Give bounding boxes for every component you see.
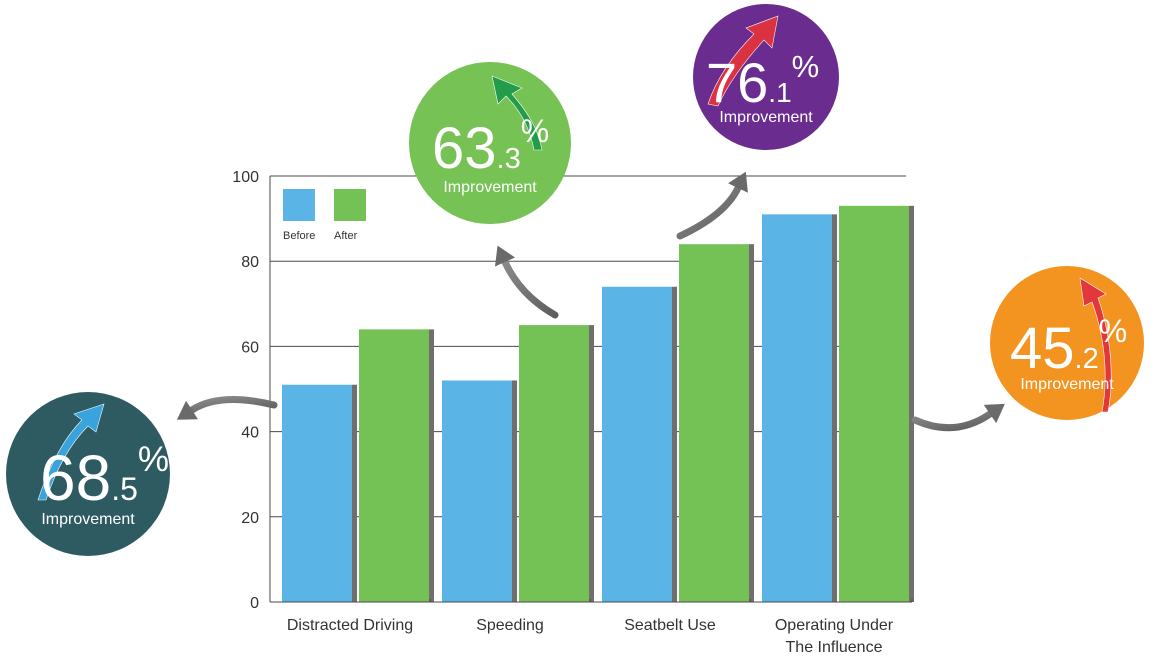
x-category-label: Seatbelt Use <box>624 617 716 634</box>
bar-before <box>282 384 352 602</box>
arrow-to-seatbelt-badge <box>676 171 748 240</box>
badge-number-main: 45 <box>1010 316 1075 381</box>
bar-shadow <box>589 325 594 602</box>
bar-shadow <box>512 380 517 602</box>
badge-percent-sign: % <box>521 113 549 149</box>
legend-swatch-before <box>283 189 315 221</box>
badge-circle <box>693 4 839 150</box>
improvement-badge: 76.1%Improvement <box>693 4 839 150</box>
connector-arrowhead <box>983 403 1005 424</box>
bar-after <box>359 329 429 602</box>
bar-before <box>762 214 832 602</box>
connector-arrowhead <box>494 245 516 267</box>
x-category-label: Operating Under <box>775 617 894 634</box>
bar-before <box>602 286 672 602</box>
badge-percent-sign: % <box>1099 313 1127 349</box>
badge-percent-sign: % <box>792 49 820 84</box>
trend-up-arrow-icon <box>707 15 779 107</box>
badge-percentage: 63.3% <box>432 113 549 181</box>
y-tick-label: 40 <box>241 425 259 442</box>
bar-after <box>839 205 909 602</box>
trend-up-arrow-icon <box>37 403 105 501</box>
trend-up-arrow-icon <box>491 75 543 151</box>
bar-shadow <box>672 286 677 602</box>
bar-after <box>519 325 589 602</box>
bar-shadow <box>909 205 914 602</box>
badge-percentage: 45.2% <box>1010 313 1127 381</box>
legend: Before After <box>283 189 366 242</box>
arrow-to-ouil-badge <box>911 403 1005 432</box>
y-tick-label: 80 <box>241 254 259 271</box>
improvement-badge: 45.2%Improvement <box>990 266 1144 420</box>
bar-shadow <box>832 214 837 602</box>
bar-shadow <box>429 329 434 602</box>
badge-number-main: 76 <box>706 51 768 114</box>
connector-arrowhead <box>728 171 748 193</box>
badge-label: Improvement <box>443 179 537 196</box>
badge-circle <box>409 62 571 224</box>
legend-label-after: After <box>334 230 358 242</box>
legend-label-before: Before <box>283 230 315 242</box>
badge-number-decimal: .2 <box>1075 343 1099 375</box>
axes: 0 20 40 60 80 100 Distracted Driving Speeding Se… <box>232 169 913 656</box>
badge-number-decimal: .3 <box>497 143 521 175</box>
badge-number-main: 68 <box>40 442 111 514</box>
arrow-to-speeding-badge <box>494 245 559 319</box>
y-tick-label: 20 <box>241 510 259 527</box>
trend-up-arrow-icon <box>1079 277 1112 413</box>
badge-label: Improvement <box>1020 376 1114 393</box>
bar-shadow <box>749 244 754 602</box>
y-tick-label: 0 <box>250 595 259 612</box>
bars <box>282 205 914 602</box>
badge-percentage: 68.5% <box>40 440 169 514</box>
connector-shaft <box>188 396 278 414</box>
improvement-badge: 63.3%Improvement <box>409 62 571 224</box>
badge-number-decimal: .1 <box>768 77 791 108</box>
badge-number-main: 63 <box>432 116 497 181</box>
connector-shaft <box>501 258 559 319</box>
bar-after <box>679 244 749 602</box>
y-tick-label: 100 <box>232 169 259 186</box>
bar-shadow <box>352 384 357 602</box>
badge-number-decimal: .5 <box>111 471 138 507</box>
y-tick-label: 60 <box>241 339 259 356</box>
badge-percentage: 76.1% <box>706 49 819 114</box>
badge-percent-sign: % <box>138 440 169 479</box>
bar-before <box>442 380 512 602</box>
x-category-label: Distracted Driving <box>287 617 413 634</box>
x-category-label: Speeding <box>476 617 544 634</box>
improvement-badges: 68.5%Improvement63.3%Improvement76.1%Imp… <box>6 4 1144 556</box>
connector-shaft <box>911 410 994 432</box>
badge-label: Improvement <box>719 109 813 126</box>
arrow-to-distracted-badge <box>176 396 278 420</box>
connector-arrows <box>176 171 1005 432</box>
badge-label: Improvement <box>41 511 135 528</box>
badge-circle <box>6 392 170 556</box>
improvement-badge: 68.5%Improvement <box>6 392 170 556</box>
connector-arrowhead <box>176 400 198 420</box>
connector-shaft <box>676 184 742 240</box>
x-category-label: The Influence <box>786 639 883 656</box>
legend-swatch-after <box>334 189 366 221</box>
